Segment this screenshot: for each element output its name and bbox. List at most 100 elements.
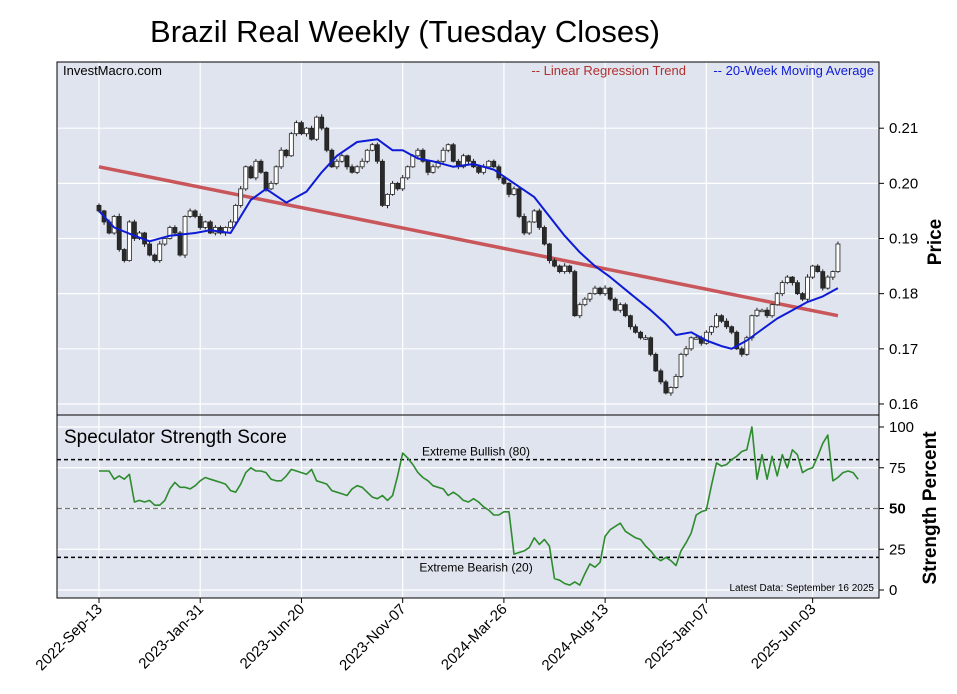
- candlestick: [789, 276, 795, 286]
- candle-body: [324, 127, 330, 151]
- candle-body: [764, 309, 770, 317]
- candlestick: [385, 193, 390, 209]
- candlestick: [764, 307, 770, 318]
- candle-body: [719, 315, 724, 322]
- candlestick: [268, 180, 274, 191]
- legend-trend: -- Linear Regression Trend: [531, 63, 686, 78]
- candlestick: [187, 208, 193, 218]
- candlestick: [602, 285, 608, 296]
- candle-body: [430, 166, 436, 173]
- reference-line-label: Extreme Bearish (20): [419, 560, 532, 574]
- candlestick: [278, 147, 284, 170]
- candle-body: [349, 166, 355, 173]
- candle-body: [805, 276, 810, 300]
- candlestick: [628, 314, 633, 330]
- candle-body: [835, 243, 841, 272]
- strength-score-line: [99, 426, 859, 586]
- candlestick: [688, 336, 694, 351]
- candle-body: [526, 221, 532, 234]
- candle-body: [769, 304, 775, 317]
- strength-line-layer: [99, 426, 859, 586]
- candle-body: [602, 287, 608, 295]
- candlestick: [238, 185, 244, 208]
- candlestick: [810, 264, 816, 280]
- candlestick: [258, 159, 264, 174]
- candlestick: [248, 165, 254, 179]
- x-tick-label: 2024-Aug-13: [539, 601, 612, 674]
- candlestick: [516, 187, 522, 219]
- candlestick: [531, 209, 537, 224]
- candlestick: [557, 264, 562, 274]
- candle-body: [688, 337, 694, 350]
- candle-body: [374, 144, 380, 162]
- candle-body: [663, 381, 669, 394]
- candlestick: [567, 264, 573, 274]
- candle-body: [597, 287, 603, 295]
- candle-body: [617, 304, 623, 311]
- candlestick: [405, 165, 411, 180]
- candlestick: [299, 120, 304, 136]
- candlestick: [354, 165, 360, 175]
- strength-y-tick-label: 75: [889, 460, 906, 477]
- candlestick: [607, 286, 613, 302]
- candlestick: [729, 325, 735, 335]
- candle-body: [511, 188, 517, 195]
- candlestick: [622, 302, 628, 318]
- candle-body: [779, 282, 785, 295]
- candlestick: [304, 127, 309, 137]
- candlestick: [774, 291, 780, 306]
- candle-body: [400, 177, 406, 190]
- candlestick: [314, 115, 320, 141]
- candle-body: [172, 227, 178, 234]
- candlestick: [779, 280, 785, 297]
- candle-body: [800, 293, 805, 300]
- candlestick: [815, 264, 821, 273]
- candle-body: [440, 149, 446, 162]
- candle-body: [182, 216, 188, 256]
- x-tick-label: 2023-Nov-07: [336, 601, 409, 674]
- candle-body: [789, 276, 795, 284]
- candle-body: [820, 271, 826, 289]
- candle-body: [536, 210, 542, 228]
- candle-body: [339, 155, 345, 162]
- candlestick: [218, 225, 223, 235]
- candlestick: [759, 308, 765, 313]
- trend-layer: [98, 165, 839, 318]
- candlestick: [562, 263, 568, 274]
- candle-body: [273, 166, 279, 184]
- x-tick-label: 2023-Jun-20: [237, 601, 309, 673]
- candlestick: [805, 274, 810, 302]
- candle-body: [385, 193, 390, 206]
- candle-body: [628, 315, 633, 328]
- candlestick: [359, 158, 365, 170]
- candles: [96, 114, 841, 396]
- candle-body: [678, 353, 684, 377]
- candlestick: [709, 325, 714, 336]
- candle-body: [450, 144, 456, 162]
- candlestick: [324, 126, 330, 153]
- candlestick: [693, 336, 699, 340]
- candlestick: [643, 334, 649, 340]
- candlestick: [466, 154, 471, 165]
- candle-body: [420, 149, 426, 162]
- candlestick: [202, 220, 208, 230]
- candle-body: [476, 166, 481, 173]
- candlestick: [668, 386, 674, 396]
- candle-body: [830, 271, 836, 278]
- candle-body: [541, 227, 547, 245]
- candlestick: [724, 318, 729, 329]
- candlestick: [339, 153, 345, 163]
- candlestick: [349, 164, 355, 174]
- candlestick: [288, 131, 294, 157]
- candlestick: [157, 241, 163, 263]
- candle-body: [638, 331, 643, 339]
- candle-body: [364, 149, 370, 162]
- candle-body: [552, 260, 557, 267]
- candlestick: [395, 181, 401, 191]
- candlestick: [526, 220, 532, 235]
- candlestick: [364, 148, 370, 164]
- candle-body: [177, 232, 183, 256]
- candlestick: [374, 142, 380, 164]
- regression-trend-line: [98, 165, 839, 318]
